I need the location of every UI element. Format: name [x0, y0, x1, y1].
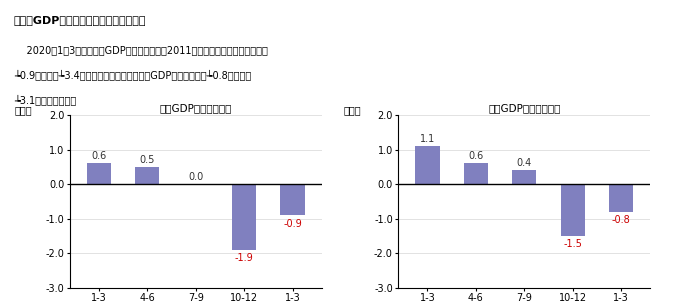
Bar [561, 184, 585, 236]
Bar [232, 184, 257, 250]
Bar [135, 167, 159, 184]
Text: ┶3.1％）となった。: ┶3.1％）となった。 [14, 94, 76, 105]
Text: 0.5: 0.5 [140, 155, 155, 165]
Text: 1.1: 1.1 [420, 134, 435, 144]
Text: -1.9: -1.9 [235, 253, 254, 263]
Text: ［１］GDP成長率（季節調整済前期比）: ［１］GDP成長率（季節調整済前期比） [14, 15, 147, 25]
Text: ┶0.9％（年率┶3.4％）となった。また、名目GDPの成長率は、┶0.8％（年率: ┶0.9％（年率┶3.4％）となった。また、名目GDPの成長率は、┶0.8％（年… [14, 70, 251, 81]
Bar [512, 170, 536, 184]
Bar [87, 164, 111, 184]
Bar [415, 146, 440, 184]
Bar [609, 184, 633, 212]
Text: -0.8: -0.8 [612, 215, 630, 225]
Text: 0.6: 0.6 [92, 152, 106, 161]
Bar [463, 164, 488, 184]
Text: （％）: （％） [343, 105, 361, 115]
Text: 0.6: 0.6 [468, 152, 484, 161]
Text: 2020年1〜3月期の実質GDP（国内総生産・2011暦年連鎖価格）の成長率は、: 2020年1〜3月期の実質GDP（国内総生産・2011暦年連鎖価格）の成長率は、 [14, 45, 268, 55]
Title: 名目GDP成長率の推移: 名目GDP成長率の推移 [488, 103, 561, 113]
Text: -0.9: -0.9 [283, 219, 302, 229]
Text: 0.4: 0.4 [517, 158, 532, 168]
Text: 0.0: 0.0 [188, 172, 203, 182]
Bar [280, 184, 305, 215]
Title: 実質GDP成長率の推移: 実質GDP成長率の推移 [159, 103, 232, 113]
Text: -1.5: -1.5 [563, 239, 582, 249]
Text: （％）: （％） [15, 105, 32, 115]
